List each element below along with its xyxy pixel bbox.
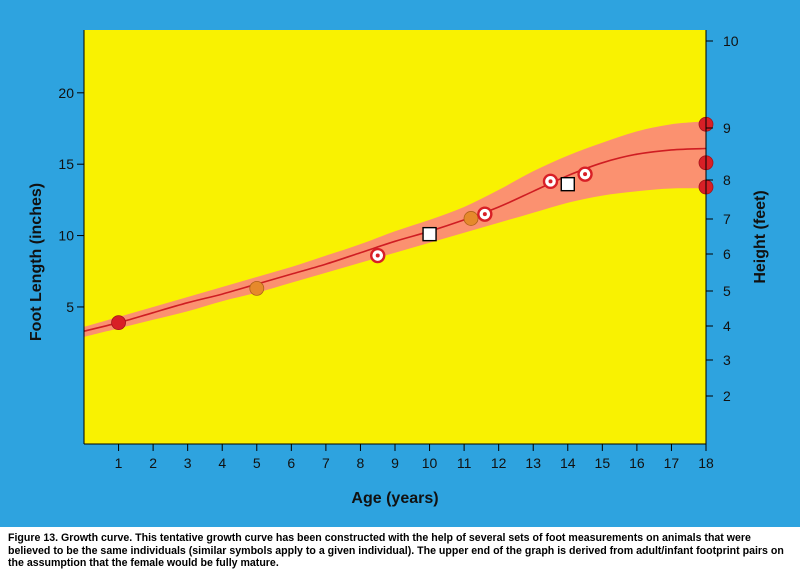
point-white-square bbox=[560, 176, 575, 192]
x-tick-label: 13 bbox=[525, 455, 541, 471]
x-tick-label: 14 bbox=[560, 455, 576, 471]
right-tick-label: 4 bbox=[723, 318, 731, 334]
point-ring-dot bbox=[482, 212, 487, 217]
right-tick-label: 3 bbox=[723, 352, 731, 368]
point-ring-dot bbox=[375, 253, 380, 258]
right-tick-label: 5 bbox=[723, 283, 731, 299]
x-tick-label: 7 bbox=[322, 455, 330, 471]
right-axis-title: Height (feet) bbox=[752, 190, 769, 283]
point-red-ring bbox=[477, 206, 493, 222]
x-tick-label: 18 bbox=[698, 455, 714, 471]
x-axis-title: Age (years) bbox=[351, 490, 438, 507]
point-white-square bbox=[422, 226, 437, 242]
x-tick-label: 2 bbox=[149, 455, 157, 471]
data-points-layer bbox=[111, 116, 714, 331]
x-tick-label: 12 bbox=[491, 455, 507, 471]
x-tick-label: 3 bbox=[184, 455, 192, 471]
right-tick-label: 9 bbox=[723, 120, 731, 136]
left-tick-label: 10 bbox=[58, 228, 74, 244]
point-ring-dot bbox=[583, 172, 588, 177]
x-tick-label: 5 bbox=[253, 455, 261, 471]
x-tick-label: 15 bbox=[595, 455, 611, 471]
x-tick-label: 11 bbox=[457, 455, 472, 471]
point-orange-filled bbox=[463, 211, 479, 226]
point-ring-dot bbox=[548, 179, 553, 184]
ticks-layer: 1 2 3 4 5 6 7 8 9 10 11 12 13 14 15 16 17 185101520234567… bbox=[58, 33, 738, 471]
x-tick-label: 8 bbox=[357, 455, 365, 471]
left-tick-label: 15 bbox=[58, 156, 74, 172]
x-tick-label: 16 bbox=[629, 455, 645, 471]
x-tick-label: 6 bbox=[287, 455, 295, 471]
point-red-ring bbox=[370, 247, 386, 264]
left-tick-label: 5 bbox=[66, 299, 74, 315]
x-tick-label: 4 bbox=[218, 455, 226, 471]
left-axis-title: Foot Length (inches) bbox=[28, 183, 45, 341]
growth-curve-layer bbox=[83, 147, 707, 332]
right-tick-label: 8 bbox=[723, 172, 731, 188]
right-tick-label: 2 bbox=[723, 388, 731, 404]
point-orange-filled bbox=[249, 280, 265, 296]
x-tick-label: 1 bbox=[115, 455, 123, 471]
point-red-filled bbox=[111, 315, 126, 331]
growth-chart: 1 2 3 4 5 6 7 8 9 10 11 12 13 14 15 16 17 185101520234567… bbox=[28, 30, 769, 507]
right-tick-label: 6 bbox=[723, 246, 731, 262]
growth-curve bbox=[83, 147, 707, 332]
right-tick-label: 10 bbox=[723, 33, 739, 49]
x-tick-label: 9 bbox=[391, 455, 399, 471]
figure-caption: Figure 13. Growth curve. This tentative … bbox=[0, 527, 800, 579]
left-tick-label: 20 bbox=[58, 85, 74, 101]
point-red-ring bbox=[577, 166, 593, 182]
right-tick-label: 7 bbox=[723, 211, 731, 227]
x-tick-label: 17 bbox=[664, 455, 680, 471]
point-red-ring bbox=[542, 173, 559, 190]
x-tick-label: 10 bbox=[422, 455, 438, 471]
